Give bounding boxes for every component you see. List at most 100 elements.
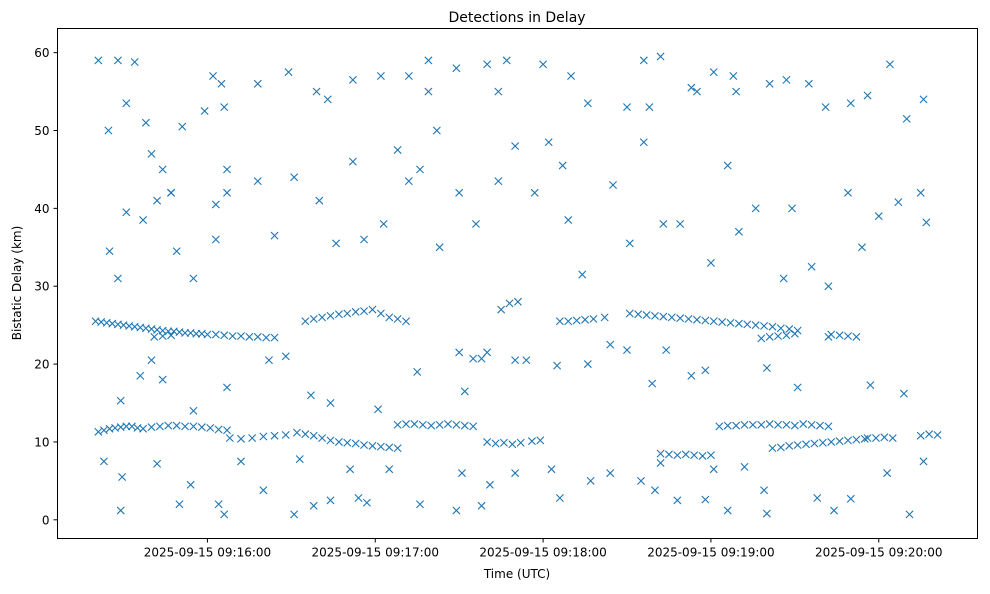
data-point	[581, 315, 590, 324]
data-point	[706, 258, 715, 267]
data-point	[899, 389, 908, 398]
data-point	[491, 439, 500, 448]
data-point	[485, 480, 494, 489]
data-point	[871, 434, 880, 443]
data-point	[684, 314, 693, 323]
data-point	[393, 314, 402, 323]
data-point	[323, 95, 332, 104]
data-point	[844, 332, 852, 341]
data-point	[567, 72, 576, 80]
data-point	[237, 332, 245, 341]
data-point	[788, 204, 797, 213]
data-point	[105, 247, 114, 256]
data-point	[516, 438, 525, 447]
data-point	[318, 434, 327, 443]
data-point	[852, 435, 861, 444]
data-point	[318, 313, 327, 322]
data-point	[418, 420, 427, 429]
data-point	[916, 431, 925, 440]
data-point	[309, 501, 318, 510]
data-point	[206, 423, 215, 432]
data-point	[385, 443, 394, 452]
data-point	[748, 420, 757, 429]
data-point	[572, 316, 581, 325]
data-point	[402, 420, 411, 429]
data-point	[530, 188, 539, 197]
data-point	[625, 239, 634, 248]
data-point	[306, 391, 315, 400]
data-point	[522, 356, 531, 365]
data-point	[225, 434, 234, 443]
data-point	[511, 469, 520, 478]
data-point	[139, 424, 148, 433]
data-point	[583, 360, 592, 369]
data-point	[835, 331, 844, 340]
data-point	[122, 208, 131, 217]
data-point	[555, 317, 564, 326]
data-point	[214, 500, 223, 509]
data-point	[762, 509, 771, 518]
data-point	[416, 165, 425, 174]
data-point	[413, 367, 422, 376]
data-point	[925, 430, 934, 439]
data-point	[776, 324, 785, 333]
data-point	[178, 122, 187, 131]
data-point	[774, 332, 783, 341]
data-point	[237, 457, 245, 466]
data-point	[726, 318, 735, 327]
data-point	[706, 451, 715, 460]
data-point	[122, 99, 131, 108]
data-point	[779, 274, 788, 283]
data-point	[701, 316, 710, 325]
data-point	[650, 486, 659, 495]
data-point	[692, 87, 701, 96]
data-point	[835, 437, 844, 446]
data-point	[315, 196, 324, 205]
data-point	[385, 313, 394, 322]
data-point	[376, 442, 385, 451]
data-point	[804, 79, 813, 88]
data-point	[452, 506, 461, 515]
data-point	[824, 422, 833, 431]
data-point	[676, 314, 685, 323]
data-point	[857, 243, 866, 252]
data-point	[799, 420, 808, 429]
data-point	[477, 501, 486, 510]
data-point	[376, 72, 385, 80]
data-point	[743, 320, 752, 329]
data-point	[376, 309, 385, 318]
data-point	[150, 332, 159, 341]
data-point	[499, 438, 508, 447]
data-point	[578, 270, 587, 279]
data-point	[270, 333, 279, 342]
data-point	[360, 441, 369, 450]
data-point	[866, 381, 875, 390]
data-point	[457, 469, 466, 478]
data-point	[589, 314, 598, 323]
data-point	[844, 436, 852, 445]
data-point	[334, 437, 343, 446]
data-point	[692, 315, 701, 324]
data-point	[536, 436, 545, 445]
data-point	[223, 165, 231, 174]
data-point	[634, 310, 643, 319]
data-point	[360, 307, 369, 316]
data-point	[452, 420, 461, 429]
plot-frame	[57, 28, 978, 539]
data-point	[687, 83, 696, 92]
data-point	[639, 56, 648, 65]
data-point	[209, 72, 218, 80]
data-point	[790, 329, 799, 338]
data-point	[189, 406, 198, 415]
data-point	[374, 405, 383, 414]
data-point	[483, 348, 492, 357]
data-point	[723, 506, 732, 515]
data-point	[99, 426, 108, 435]
data-point	[606, 469, 615, 478]
data-point	[483, 437, 492, 446]
data-point	[765, 79, 774, 88]
data-point	[270, 231, 279, 240]
data-point	[715, 422, 724, 431]
data-point	[223, 188, 231, 197]
data-point	[147, 423, 156, 432]
